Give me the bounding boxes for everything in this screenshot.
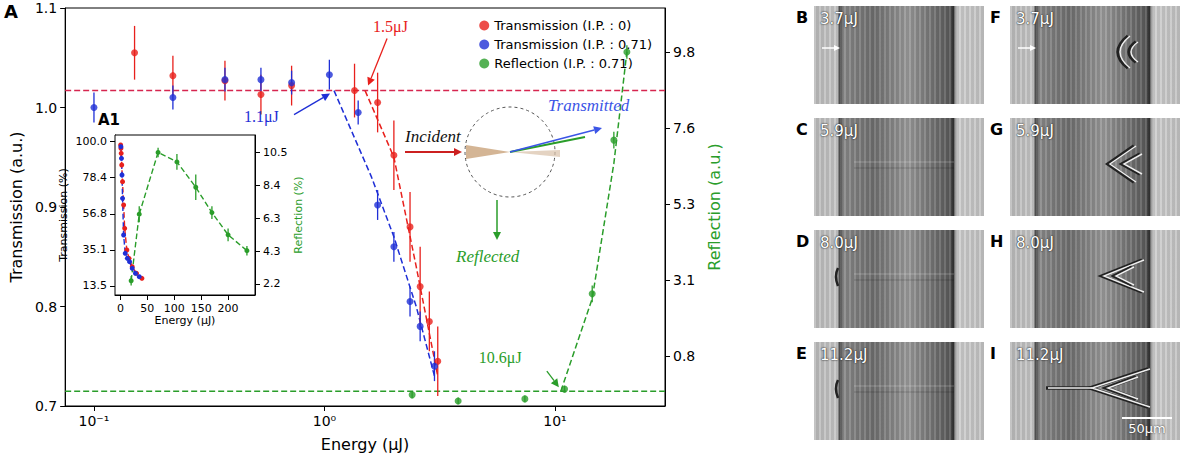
html-text:11.2μJ: 11.2μJ <box>820 346 868 364</box>
svg-text:10.6μJ: 10.6μJ <box>479 349 522 367</box>
html-text:E: E <box>796 344 807 363</box>
svg-text:10⁻¹: 10⁻¹ <box>79 413 110 429</box>
html-text:G: G <box>990 120 1004 139</box>
svg-text:100.0: 100.0 <box>76 135 108 148</box>
svg-text:200: 200 <box>218 302 239 315</box>
html-text:H: H <box>990 232 1004 251</box>
svg-text:100: 100 <box>164 302 185 315</box>
html-text:8.0μJ: 8.0μJ <box>1016 234 1054 252</box>
html-text:5.9μJ: 5.9μJ <box>1016 122 1054 140</box>
svg-text:Transmission (a.u.): Transmission (a.u.) <box>7 131 26 283</box>
html-text:3.7μJ: 3.7μJ <box>820 10 858 28</box>
svg-text:9.8: 9.8 <box>673 44 695 60</box>
html-text:8.0μJ: 8.0μJ <box>820 234 858 252</box>
svg-text:6.3: 6.3 <box>263 212 281 225</box>
svg-text:5.3: 5.3 <box>673 196 695 212</box>
svg-text:10¹: 10¹ <box>543 413 566 429</box>
svg-text:4.3: 4.3 <box>263 245 281 258</box>
svg-text:56.8: 56.8 <box>83 207 108 220</box>
svg-text:Transmission (%): Transmission (%) <box>57 168 70 263</box>
svg-text:Energy (μJ): Energy (μJ) <box>321 435 409 454</box>
html-text:C: C <box>796 120 808 139</box>
svg-text:Reflection (a.u.): Reflection (a.u.) <box>705 143 724 270</box>
svg-text:1.0: 1.0 <box>35 100 57 116</box>
html-text:5.9μJ: 5.9μJ <box>820 122 858 140</box>
svg-text:Reflected: Reflected <box>455 247 520 266</box>
html-text:50μm: 50μm <box>1128 421 1166 436</box>
svg-text:Reflection (I.P. : 0.71): Reflection (I.P. : 0.71) <box>494 56 632 71</box>
svg-text:Transmitted: Transmitted <box>548 96 630 115</box>
svg-text:0.7: 0.7 <box>35 398 57 414</box>
html-text:B: B <box>796 8 809 27</box>
html-text:3.7μJ: 3.7μJ <box>1016 10 1054 28</box>
svg-text:150: 150 <box>191 302 212 315</box>
svg-text:1.1: 1.1 <box>35 0 57 16</box>
svg-text:Incident: Incident <box>404 127 462 146</box>
svg-text:Transmission (I.P. : 0.71): Transmission (I.P. : 0.71) <box>494 37 652 52</box>
svg-text:1.1μJ: 1.1μJ <box>244 108 279 126</box>
html-text:D: D <box>796 232 810 251</box>
html-text:I: I <box>990 344 996 363</box>
svg-text:8.4: 8.4 <box>263 179 281 192</box>
svg-text:35.1: 35.1 <box>83 243 108 256</box>
svg-text:13.5: 13.5 <box>83 279 108 292</box>
svg-text:0.8: 0.8 <box>35 299 57 315</box>
svg-text:0: 0 <box>117 302 124 315</box>
html-text:11.2μJ: 11.2μJ <box>1016 346 1064 364</box>
svg-text:10.5: 10.5 <box>263 146 288 159</box>
svg-text:7.6: 7.6 <box>673 120 695 136</box>
svg-text:0.9: 0.9 <box>35 199 57 215</box>
svg-text:3.1: 3.1 <box>673 272 695 288</box>
svg-text:10⁰: 10⁰ <box>313 413 337 429</box>
svg-text:Energy (μJ): Energy (μJ) <box>155 314 216 327</box>
html-text:F: F <box>990 8 1001 27</box>
svg-text:Transmission (I.P. : 0): Transmission (I.P. : 0) <box>493 18 631 33</box>
svg-text:A: A <box>4 1 18 22</box>
svg-text:A1: A1 <box>98 111 120 129</box>
svg-text:1.5μJ: 1.5μJ <box>373 18 408 36</box>
svg-text:2.2: 2.2 <box>263 277 281 290</box>
svg-text:0.8: 0.8 <box>673 348 695 364</box>
svg-text:Reflection (%): Reflection (%) <box>292 176 305 253</box>
svg-text:50: 50 <box>140 302 154 315</box>
svg-text:78.4: 78.4 <box>83 171 108 184</box>
